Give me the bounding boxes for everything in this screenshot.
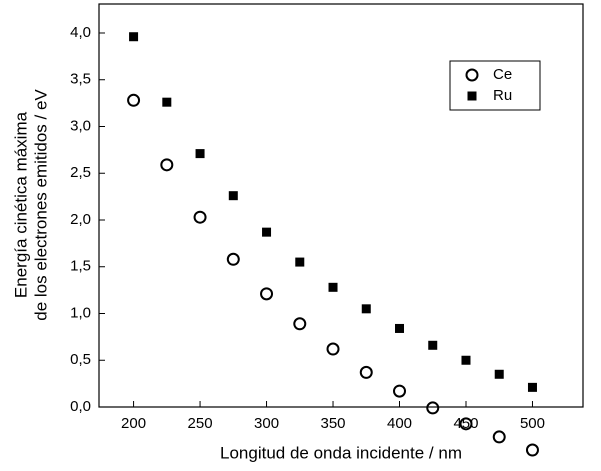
y-tick-label: 2,5 <box>70 164 91 181</box>
y-tick-label: 1,5 <box>70 258 91 275</box>
y-axis-label: Energía cinética máxima de los electrone… <box>11 89 50 321</box>
point <box>492 430 506 444</box>
y-axis-label-line: Energía cinética máxima <box>11 111 30 298</box>
point <box>295 257 305 267</box>
y-tick-label: 2,0 <box>70 211 91 228</box>
x-axis-label: Longitud de onda incidente / nm <box>220 443 462 462</box>
point <box>162 97 172 107</box>
point <box>160 158 174 172</box>
y-tick-label: 1,0 <box>70 304 91 321</box>
legend-marker <box>467 91 477 101</box>
x-tick-label: 450 <box>453 415 478 432</box>
point <box>195 149 205 159</box>
y-tick-label: 4,0 <box>70 24 91 41</box>
y-tick-label: 0,0 <box>70 398 91 415</box>
point <box>395 323 405 333</box>
point <box>262 227 272 237</box>
x-tick-label: 400 <box>387 415 412 432</box>
point <box>228 191 238 201</box>
y-tick-label: 3,0 <box>70 117 91 134</box>
point <box>527 382 537 392</box>
y-tick-label: 3,5 <box>70 71 91 88</box>
x-tick-label: 300 <box>254 415 279 432</box>
y-axis-label-line: de los electrones emitidos / eV <box>31 89 50 321</box>
x-tick-label: 250 <box>188 415 213 432</box>
point <box>226 252 240 266</box>
x-tick-label: 350 <box>321 415 346 432</box>
x-tick-label: 200 <box>121 415 146 432</box>
point <box>129 32 139 42</box>
legend-marker <box>465 68 479 82</box>
point <box>426 401 440 415</box>
plot-frame <box>98 3 584 408</box>
x-tick-label: 500 <box>520 415 545 432</box>
legend-label: Ru <box>493 87 512 104</box>
y-tick-label: 0,5 <box>70 351 91 368</box>
point <box>361 304 371 314</box>
point <box>494 369 504 379</box>
point <box>428 340 438 350</box>
point <box>461 355 471 365</box>
point <box>393 384 407 398</box>
point <box>193 210 207 224</box>
point <box>359 365 373 379</box>
point <box>326 342 340 356</box>
point <box>293 317 307 331</box>
point <box>459 417 473 431</box>
point <box>328 282 338 292</box>
point <box>127 93 141 107</box>
legend-box <box>449 60 541 111</box>
legend-label: Ce <box>493 66 512 83</box>
point <box>260 287 274 301</box>
point <box>525 443 539 457</box>
